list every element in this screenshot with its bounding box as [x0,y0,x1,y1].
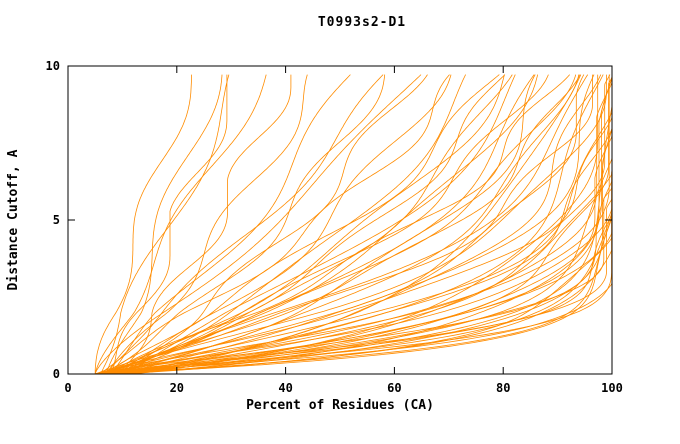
gdt-curve [94,74,422,375]
gdt-curve [116,74,549,375]
gdt-curve [95,74,513,375]
gdt-curve [111,74,505,375]
gdt-curve [116,74,604,375]
gdt-curve [111,74,580,375]
y-tick-label: 10 [46,59,60,73]
gdt-curve [105,74,223,375]
gdt-curve [100,74,613,375]
y-tick-label: 5 [53,213,60,227]
gdt-curve [106,74,610,375]
axis-tick-labels: 0 20 40 60 80 100 0 5 10 [46,59,623,395]
gdt-curve [116,74,466,375]
x-tick-label: 40 [278,381,292,395]
chart-title: T0993s2-D1 [318,15,406,30]
gdt-curve [122,74,613,375]
gdt-curve [127,74,516,375]
gdt-curve [127,74,582,375]
gdt-curve [100,74,593,375]
gdt-curve [100,74,386,375]
x-tick-label: 60 [387,381,401,395]
gdt-curve [111,74,452,375]
gdt-curve [100,74,450,375]
axis-ticks [67,65,613,375]
gdt-curve [111,74,351,375]
gdt-curve [95,74,585,375]
gdt-curve [111,74,228,375]
gdt-curve [100,74,230,375]
x-tick-label: 0 [64,381,71,395]
curve-lines [94,74,613,375]
gdt-curve [116,74,292,375]
gdt-curve [106,74,536,375]
gdt-curve [100,74,535,375]
y-tick-label: 0 [53,367,60,381]
gdt-curve [100,74,613,375]
gdt-curve [105,74,308,375]
gdt-curve [94,74,192,374]
x-tick-label: 20 [170,381,184,395]
gdt-curve [105,74,607,375]
gdt-curve [100,74,506,375]
x-tick-label: 80 [496,381,510,395]
gdt-curve [116,74,589,375]
gdt-curve [105,74,500,375]
gdt-curve [95,74,581,375]
x-axis-label: Percent of Residues (CA) [246,398,434,413]
gdt-curve [94,74,267,375]
x-tick-label: 100 [601,381,623,395]
y-axis-label: Distance Cutoff, A [6,149,21,290]
gdt-curve [122,74,613,375]
gdt-curve [133,74,599,375]
gdt-curve [122,74,595,375]
gdt-curve [122,74,428,375]
